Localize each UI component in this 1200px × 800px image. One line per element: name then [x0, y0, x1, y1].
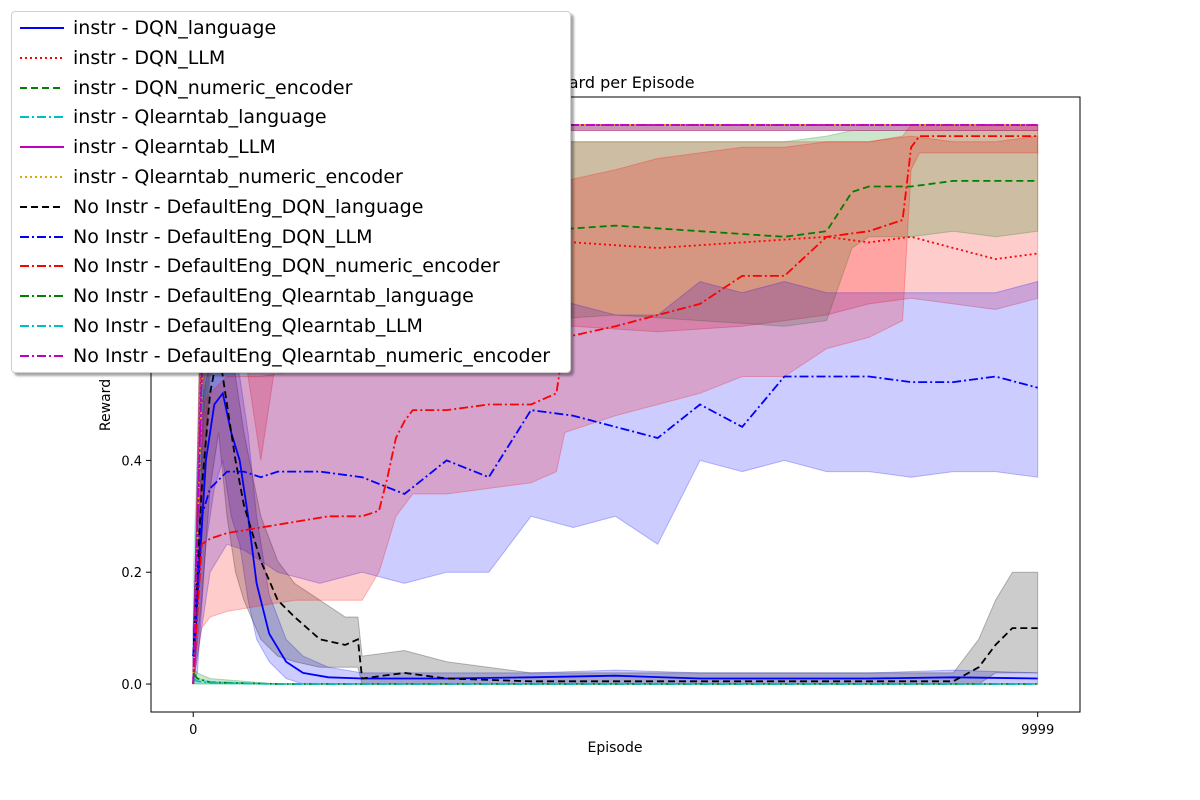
legend-swatch	[20, 56, 64, 59]
legend-swatch	[20, 265, 64, 268]
legend-label: No Instr - DefaultEng_DQN_LLM	[73, 225, 373, 248]
legend-label: instr - DQN_language	[73, 17, 277, 39]
x-tick-label: 0	[189, 723, 197, 738]
line-series-9	[192, 135, 1038, 685]
legend-entry: instr - Qlearntab_language	[12, 102, 570, 132]
legend-label: No Instr - DefaultEng_Qlearntab_numeric_…	[73, 344, 551, 367]
legend-label: No Instr - DefaultEng_DQN_language	[73, 195, 424, 218]
y-tick-label: 0.2	[121, 566, 142, 581]
line-series-8	[192, 375, 1038, 657]
legend-swatch	[20, 27, 64, 29]
legend-label: instr - DQN_numeric_encoder	[73, 76, 353, 99]
line-series-1	[192, 391, 1038, 680]
y-tick-label: 0.4	[121, 454, 142, 469]
legend-label: instr - Qlearntab_LLM	[73, 136, 276, 159]
legend-entry: No Instr - DefaultEng_Qlearntab_language	[12, 281, 570, 311]
chart-title: Reward per Episode	[535, 73, 694, 92]
legend-entry: instr - DQN_LLM	[12, 43, 570, 73]
legend-label: instr - Qlearntab_numeric_encoder	[73, 166, 403, 188]
legend-swatch	[20, 295, 64, 298]
legend-swatch	[20, 235, 64, 238]
legend-label: No Instr - DefaultEng_Qlearntab_language	[73, 285, 474, 308]
band-series-7	[192, 264, 1039, 685]
plot-frame	[150, 96, 1081, 713]
legend-swatch	[20, 86, 64, 89]
y-axis: 0.0 0.2 0.4	[121, 454, 151, 693]
legend-entry: No Instr - DefaultEng_DQN_numeric_encode…	[12, 251, 570, 281]
legend-label: instr - DQN_LLM	[73, 46, 226, 69]
legend-swatch	[20, 325, 64, 327]
line-series-7	[192, 348, 1038, 683]
legend-swatch	[20, 176, 64, 178]
y-axis-label: Reward	[98, 379, 114, 431]
legend-entry: No Instr - DefaultEng_Qlearntab_LLM	[12, 311, 570, 341]
y-tick-label: 0.0	[121, 678, 142, 693]
legend-entry: No Instr - DefaultEng_DQN_LLM	[12, 222, 570, 252]
legend-entry: instr - Qlearntab_LLM	[12, 132, 570, 162]
line-series-10	[192, 672, 1038, 685]
legend-label: No Instr - DefaultEng_Qlearntab_LLM	[73, 315, 423, 337]
legend-entry: No Instr - DefaultEng_Qlearntab_numeric_…	[12, 341, 570, 371]
legend-swatch	[20, 354, 64, 357]
x-tick-label: 9999	[1021, 723, 1054, 738]
legend-entry: instr - DQN_language	[12, 13, 570, 43]
x-axis-label: Episode	[588, 740, 643, 756]
legend-label: No Instr - DefaultEng_DQN_numeric_encode…	[73, 255, 500, 278]
legend-entry: instr - Qlearntab_numeric_encoder	[12, 162, 570, 192]
legend-swatch	[20, 205, 64, 208]
legend-entry: No Instr - DefaultEng_DQN_language	[12, 192, 570, 222]
legend-entry: instr - DQN_numeric_encoder	[12, 73, 570, 103]
legend-swatch	[20, 116, 64, 119]
legend-swatch	[20, 146, 64, 149]
legend-label: instr - Qlearntab_language	[73, 106, 327, 129]
x-axis: 0 9999	[189, 712, 1054, 738]
line-series-11	[192, 677, 1038, 685]
